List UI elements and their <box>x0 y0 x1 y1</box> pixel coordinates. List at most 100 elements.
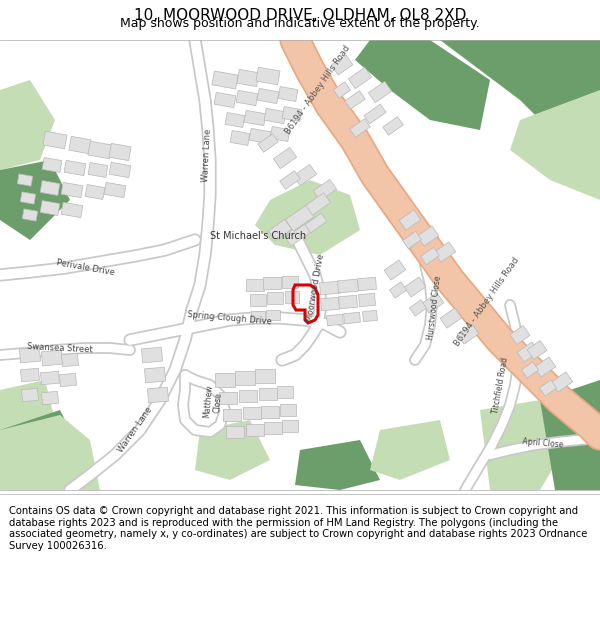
Bar <box>61 202 83 217</box>
Bar <box>148 387 169 403</box>
Bar <box>282 420 298 432</box>
Bar <box>534 357 556 377</box>
Bar <box>109 162 131 177</box>
Text: Hurstwood Close: Hurstwood Close <box>425 276 442 341</box>
Bar <box>421 248 439 264</box>
Bar <box>270 126 290 141</box>
Bar <box>59 373 76 387</box>
Bar <box>62 353 79 367</box>
Bar <box>41 371 59 385</box>
Bar <box>285 291 299 303</box>
Text: April Close: April Close <box>522 437 564 449</box>
Polygon shape <box>480 400 570 490</box>
Bar <box>142 347 163 363</box>
Bar <box>338 295 358 309</box>
Bar <box>17 174 33 186</box>
Bar <box>226 426 244 438</box>
Bar <box>215 373 235 387</box>
Bar <box>384 260 406 280</box>
Bar <box>326 314 343 326</box>
Text: Titchfield Road: Titchfield Road <box>491 356 509 414</box>
Bar <box>246 424 264 436</box>
Bar <box>259 388 277 400</box>
Text: Warren Lane: Warren Lane <box>116 406 154 454</box>
Bar <box>457 324 479 344</box>
Bar <box>434 242 456 262</box>
Bar <box>223 409 241 421</box>
Text: St Michael's Church: St Michael's Church <box>210 231 306 241</box>
Bar <box>510 326 530 344</box>
Bar <box>263 277 281 289</box>
Bar <box>368 81 392 102</box>
Bar <box>258 134 278 152</box>
Bar <box>383 117 403 135</box>
Bar <box>389 282 407 298</box>
Bar <box>41 391 58 404</box>
Text: Moorwood Drive: Moorwood Drive <box>305 253 326 322</box>
Bar <box>422 293 444 313</box>
Bar <box>344 312 361 324</box>
Bar <box>20 192 36 204</box>
Bar <box>404 277 426 297</box>
Text: 10, MOORWOOD DRIVE, OLDHAM, OL8 2XD: 10, MOORWOOD DRIVE, OLDHAM, OL8 2XD <box>134 8 466 23</box>
Bar <box>517 342 539 362</box>
Bar <box>399 210 421 230</box>
Bar <box>109 143 131 161</box>
Text: Map shows position and indicative extent of the property.: Map shows position and indicative extent… <box>120 17 480 30</box>
Bar <box>225 112 245 128</box>
Bar <box>69 136 91 154</box>
Bar <box>358 278 376 291</box>
Bar <box>280 171 300 189</box>
Bar <box>43 131 67 149</box>
Polygon shape <box>195 420 270 480</box>
Polygon shape <box>370 420 450 480</box>
Bar <box>88 141 112 159</box>
Bar <box>282 106 302 121</box>
Bar <box>251 311 265 321</box>
Bar <box>20 368 40 382</box>
Bar <box>40 201 60 216</box>
Bar <box>274 148 296 169</box>
Bar <box>19 347 41 363</box>
Polygon shape <box>0 380 55 460</box>
Bar <box>409 300 427 316</box>
Bar <box>22 388 38 402</box>
Bar <box>230 131 250 146</box>
Bar <box>264 108 286 124</box>
Bar <box>440 308 462 328</box>
Bar <box>246 279 264 291</box>
Polygon shape <box>540 380 600 490</box>
Bar <box>268 219 292 241</box>
Bar <box>88 162 108 177</box>
Bar <box>22 209 38 221</box>
Polygon shape <box>510 90 600 200</box>
Polygon shape <box>0 80 55 170</box>
Bar <box>64 161 86 176</box>
Polygon shape <box>0 410 80 490</box>
Bar <box>539 380 557 396</box>
Bar <box>313 179 337 201</box>
Bar <box>239 390 257 402</box>
Bar <box>145 367 166 383</box>
Bar <box>212 71 238 89</box>
Bar <box>85 184 105 199</box>
Bar <box>266 310 280 320</box>
Text: Perivale Drive: Perivale Drive <box>55 259 115 278</box>
Bar <box>320 281 340 295</box>
Bar <box>334 82 350 98</box>
Bar <box>278 86 298 101</box>
Text: Spring Clough Drive: Spring Clough Drive <box>187 310 272 326</box>
Bar <box>219 392 237 404</box>
Text: Warren Lane: Warren Lane <box>201 128 213 182</box>
Bar <box>244 111 266 126</box>
Bar <box>338 279 358 293</box>
Bar <box>280 404 296 416</box>
Bar <box>40 181 60 196</box>
Bar <box>527 341 547 359</box>
Bar <box>551 372 573 392</box>
Bar <box>42 158 62 172</box>
Bar <box>417 226 439 246</box>
Polygon shape <box>255 180 360 255</box>
Bar <box>267 292 283 304</box>
Bar <box>61 182 83 198</box>
